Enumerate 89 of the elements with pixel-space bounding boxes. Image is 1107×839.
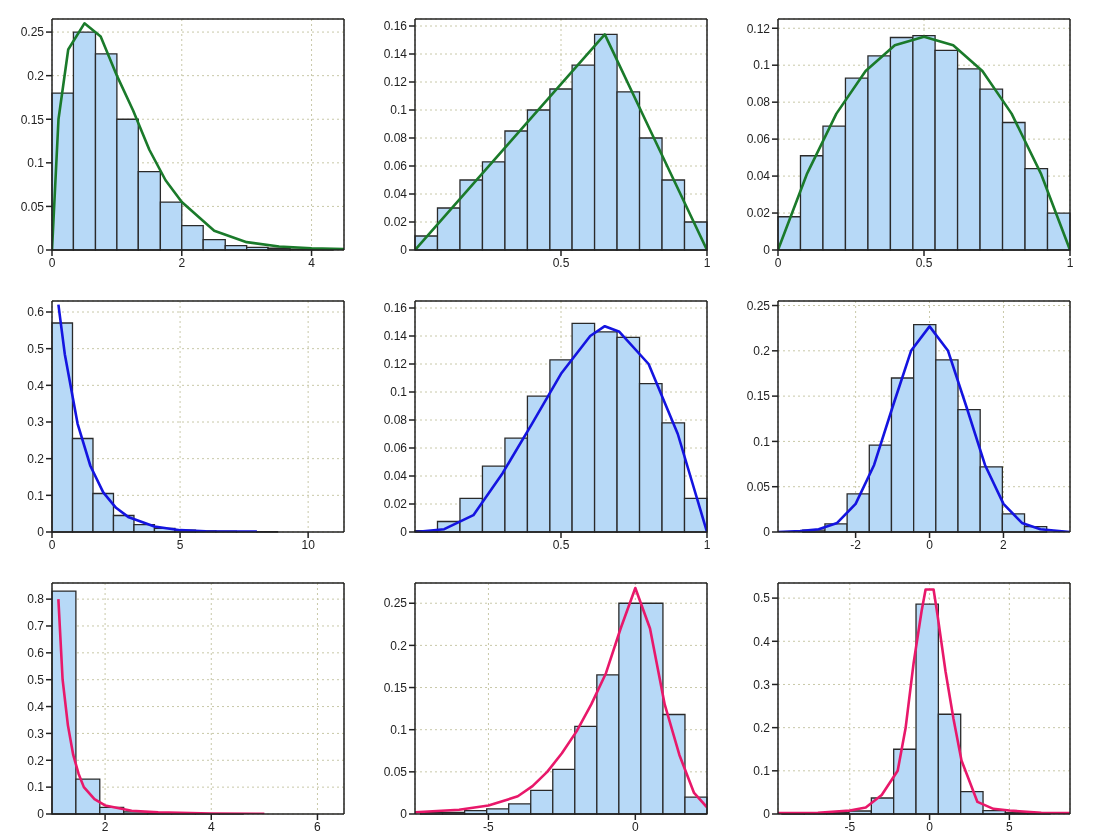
y-tick-label: 0.05 [746, 479, 771, 494]
y-tick-label: 0 [37, 525, 45, 540]
x-tick-label: 0.5 [552, 537, 570, 552]
x-tick-label: 0 [926, 537, 934, 552]
y-tick-label: 0.1 [27, 488, 45, 503]
y-tick-label: 0 [400, 525, 408, 540]
y-tick-label: 0.06 [383, 441, 408, 456]
x-tick-label: 0 [48, 537, 56, 552]
x-tick-label: 0 [631, 819, 639, 834]
y-tick-label: 0.08 [383, 413, 408, 428]
x-tick-label: 4 [207, 819, 215, 834]
y-tick-label: 0.2 [27, 753, 45, 768]
y-tick-label: 0.14 [383, 47, 408, 62]
x-tick-label: -2 [850, 537, 862, 552]
y-tick-label: 0.1 [753, 434, 771, 449]
y-tick-label: 0.2 [753, 720, 771, 735]
x-tick-label: 0 [774, 255, 782, 270]
y-tick-label: 0.08 [746, 95, 771, 110]
y-tick-label: 0.3 [27, 415, 45, 430]
y-tick-label: 0.4 [27, 699, 45, 714]
x-tick-label: 2 [178, 255, 186, 270]
y-tick-label: 0.25 [746, 298, 771, 313]
x-tick-label: 10 [301, 537, 316, 552]
y-tick-label: 0.16 [383, 19, 408, 34]
y-tick-label: 0.4 [27, 378, 45, 393]
y-tick-label: 0.3 [753, 677, 771, 692]
x-tick-label: 0.5 [915, 255, 933, 270]
x-tick-label: -5 [844, 819, 856, 834]
y-tick-label: 0.12 [746, 21, 771, 36]
y-tick-label: 0.2 [27, 68, 45, 83]
y-tick-label: 0.6 [27, 646, 45, 661]
x-tick-label: 0.5 [552, 255, 570, 270]
y-tick-label: 0.05 [383, 765, 408, 780]
y-tick-label: 0.1 [753, 58, 771, 73]
y-tick-label: 0.7 [27, 619, 45, 634]
y-tick-label: 0.02 [383, 497, 408, 512]
y-tick-label: 0.15 [746, 389, 771, 404]
y-tick-label: 0.3 [27, 726, 45, 741]
y-tick-label: 0.5 [27, 672, 45, 687]
y-tick-label: 0.06 [746, 132, 771, 147]
y-tick-label: 0.25 [383, 596, 408, 611]
y-tick-label: 0.15 [20, 112, 45, 127]
y-tick-label: 0.15 [383, 680, 408, 695]
y-tick-label: 0.4 [753, 634, 771, 649]
x-tick-label: 6 [314, 819, 322, 834]
y-tick-label: 0 [763, 807, 771, 822]
y-tick-label: 0.1 [390, 385, 408, 400]
y-tick-label: 0.04 [383, 469, 408, 484]
y-tick-label: 0.05 [20, 199, 45, 214]
x-tick-label: 1 [703, 537, 711, 552]
y-tick-label: 0.12 [383, 75, 408, 90]
x-tick-label: 5 [1006, 819, 1014, 834]
y-tick-label: 0.1 [753, 764, 771, 779]
y-tick-label: 0.04 [383, 187, 408, 202]
x-tick-label: 4 [308, 255, 316, 270]
y-tick-label: 0.02 [746, 206, 771, 221]
y-tick-label: 0.06 [383, 159, 408, 174]
y-tick-label: 0.2 [27, 451, 45, 466]
y-tick-label: 0.1 [27, 156, 45, 171]
x-tick-label: 0 [926, 819, 934, 834]
y-tick-label: 0.1 [390, 103, 408, 118]
x-tick-label: -5 [483, 819, 495, 834]
x-tick-label: 0 [48, 255, 56, 270]
y-tick-label: 0.02 [383, 215, 408, 230]
y-tick-label: 0.04 [746, 169, 771, 184]
x-tick-label: 2 [1000, 537, 1008, 552]
y-tick-label: 0 [763, 525, 771, 540]
x-tick-label: 5 [176, 537, 184, 552]
y-tick-label: 0.6 [27, 305, 45, 320]
x-tick-label: 2 [101, 819, 109, 834]
y-tick-label: 0.25 [20, 25, 45, 40]
y-tick-label: 0 [763, 243, 771, 258]
y-tick-label: 0.1 [390, 722, 408, 737]
y-tick-label: 0.8 [27, 592, 45, 607]
y-tick-label: 0 [37, 807, 45, 822]
y-tick-label: 0.5 [27, 341, 45, 356]
y-tick-label: 0.16 [383, 301, 408, 316]
y-tick-label: 0.2 [390, 638, 408, 653]
y-tick-label: 0.5 [753, 591, 771, 606]
y-tick-label: 0.1 [27, 780, 45, 795]
y-tick-label: 0.14 [383, 329, 408, 344]
x-tick-label: 1 [1066, 255, 1074, 270]
y-tick-label: 0.2 [753, 344, 771, 359]
y-tick-label: 0 [400, 807, 408, 822]
y-tick-label: 0 [400, 243, 408, 258]
y-tick-label: 0.08 [383, 131, 408, 146]
y-tick-label: 0.12 [383, 357, 408, 372]
x-tick-label: 1 [703, 255, 711, 270]
y-tick-label: 0 [37, 243, 45, 258]
